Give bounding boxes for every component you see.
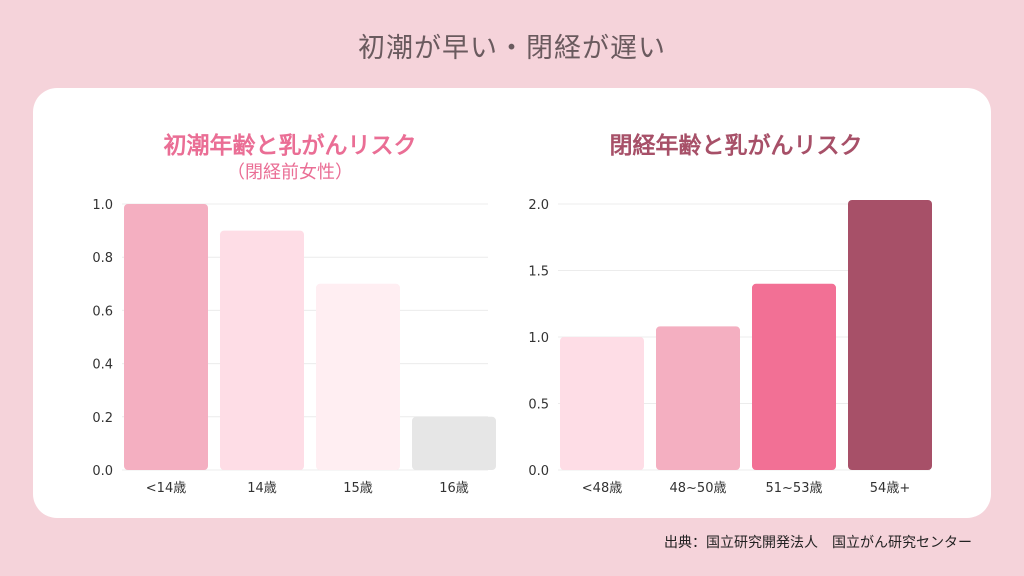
x-category-label: 14歳 [247,481,277,496]
bar-4 [848,200,932,470]
bar-2 [220,230,304,470]
source-note: 出典：国立研究開発法人 国立がん研究センター [664,535,972,551]
chart-title-menarche: 初潮年齢と乳がんリスク [163,133,417,159]
page-title: 初潮が早い・閉経が遅い [358,33,666,64]
y-tick-label: 0.0 [528,464,549,479]
x-category-label: 16歳 [439,481,469,496]
chart-subtitle-menarche: （閉経前女性） [227,162,353,183]
bar-1 [560,337,644,470]
y-tick-label: 0.2 [92,411,113,426]
x-category-label: <48歳 [582,481,622,496]
bar-3 [752,283,836,470]
x-category-label: <14歳 [146,481,186,496]
x-category-label: 48~50歳 [670,481,727,496]
bar-4 [412,416,496,470]
y-tick-label: 0.8 [92,251,113,266]
y-tick-label: 1.5 [528,265,549,280]
y-tick-label: 0.5 [528,398,549,413]
bar-3 [316,283,400,470]
y-tick-label: 2.0 [528,198,549,213]
y-tick-label: 1.0 [528,331,549,346]
x-category-label: 54歳+ [870,481,910,496]
bar-1 [124,204,208,470]
y-tick-label: 0.4 [92,358,113,373]
y-tick-label: 0.6 [92,304,113,319]
chart-title-menopause: 閉経年齢と乳がんリスク [609,133,863,159]
x-category-label: 15歳 [343,481,373,496]
y-tick-label: 1.0 [92,198,113,213]
bar-2 [656,326,740,470]
chart-menopause: 0.0 0.5 1.0 1.5 2.0 <48歳 48~50歳 51~53歳 54歳+ [528,198,932,496]
y-tick-label: 0.0 [92,464,113,479]
chart-menarche: 0.0 0.2 0.4 0.6 0.8 1.0 <14歳 14歳 15歳 16歳 [92,198,496,496]
x-category-label: 51~53歳 [766,481,823,496]
